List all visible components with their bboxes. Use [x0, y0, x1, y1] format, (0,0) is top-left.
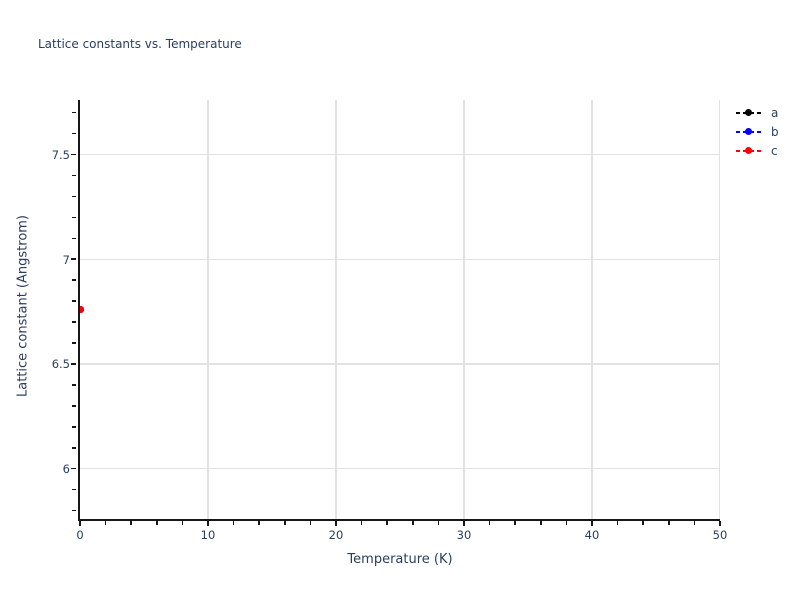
minor-tick-y-6.4	[72, 384, 76, 386]
legend-label-b: b	[771, 124, 779, 139]
gridline-x-10	[207, 100, 209, 519]
minor-tick-x-28	[437, 521, 440, 525]
gridline-x-30	[463, 100, 465, 519]
minor-tick-x-32	[488, 521, 491, 525]
tick-y-7	[71, 258, 76, 260]
minor-tick-x-34	[514, 521, 516, 525]
tick-y-6	[71, 467, 76, 470]
gridline-x-40	[591, 100, 593, 519]
minor-tick-y-6.9	[72, 279, 76, 281]
tick-x-0	[79, 521, 81, 526]
gridline-y-6	[80, 468, 720, 470]
minor-tick-y-5.9	[72, 488, 76, 491]
minor-tick-y-7.7	[72, 111, 76, 114]
legend-item-a[interactable]: a	[736, 103, 779, 122]
tick-x-40	[591, 521, 593, 526]
chart-title: Lattice constants vs. Temperature	[38, 37, 242, 51]
gridline-y-7.5	[80, 153, 720, 156]
minor-tick-x-24	[386, 521, 388, 525]
tick-y-6.5	[71, 363, 76, 365]
tick-label-y-6: 6	[62, 462, 70, 477]
gridline-x-20	[335, 100, 337, 519]
minor-tick-x-2	[104, 521, 107, 525]
plot-area[interactable]	[78, 100, 720, 521]
tick-y-7.5	[71, 153, 76, 156]
minor-tick-x-46	[668, 521, 670, 525]
tick-label-x-0: 0	[76, 528, 84, 542]
tick-x-10	[207, 521, 209, 526]
x-axis-title: Temperature (K)	[347, 552, 453, 567]
tick-x-30	[463, 521, 465, 526]
minor-tick-x-12	[232, 521, 235, 525]
legend-marker-icon	[745, 109, 752, 116]
minor-tick-y-6.8	[72, 300, 76, 302]
minor-tick-y-6.6	[72, 342, 76, 344]
tick-label-y-6.5: 6.5	[51, 357, 70, 372]
minor-tick-y-6.2	[72, 426, 76, 428]
tick-label-x-10: 10	[200, 528, 216, 542]
gridline-x-50	[719, 100, 720, 519]
legend-item-c[interactable]: c	[736, 141, 779, 160]
minor-tick-y-7.6	[72, 132, 76, 135]
data-point-c-0[interactable]	[80, 306, 84, 313]
minor-tick-x-4	[130, 521, 132, 525]
legend-sample-c	[736, 147, 761, 154]
tick-label-x-30: 30	[456, 528, 472, 542]
legend-label-c: c	[771, 143, 778, 158]
legend-sample-b	[736, 128, 761, 135]
minor-tick-x-42	[616, 521, 619, 525]
minor-tick-x-18	[309, 521, 312, 525]
minor-tick-y-7.3	[72, 195, 76, 198]
minor-tick-x-6	[156, 521, 158, 525]
minor-tick-x-48	[693, 521, 696, 525]
gridline-y-6.5	[80, 363, 720, 365]
minor-tick-y-7.2	[72, 216, 76, 219]
minor-tick-y-7.4	[72, 174, 76, 177]
gridline-y-7	[80, 258, 720, 260]
minor-tick-x-8	[181, 521, 184, 525]
minor-tick-y-7.1	[72, 237, 76, 240]
legend-marker-icon	[745, 128, 752, 135]
minor-tick-y-5.8	[72, 509, 76, 512]
legend-item-b[interactable]: b	[736, 122, 779, 141]
minor-tick-x-36	[540, 521, 542, 525]
minor-tick-y-6.3	[72, 405, 76, 407]
tick-label-x-50: 50	[712, 528, 728, 542]
y-axis-title: Lattice constant (Angstrom)	[15, 214, 31, 398]
legend-marker-icon	[745, 147, 752, 154]
minor-tick-x-26	[412, 521, 414, 525]
tick-label-x-40: 40	[584, 528, 600, 542]
minor-tick-x-16	[284, 521, 286, 525]
minor-tick-x-38	[565, 521, 568, 525]
minor-tick-x-44	[642, 521, 644, 525]
tick-label-y-7: 7	[62, 252, 70, 267]
tick-x-50	[719, 521, 721, 526]
legend-sample-a	[736, 109, 761, 116]
minor-tick-x-22	[360, 521, 363, 525]
tick-label-y-7.5: 7.5	[51, 147, 70, 162]
minor-tick-y-6.1	[72, 447, 76, 449]
legend-label-a: a	[771, 105, 779, 120]
tick-x-20	[335, 521, 337, 526]
minor-tick-y-6.7	[72, 321, 76, 323]
minor-tick-x-14	[258, 521, 260, 525]
tick-label-x-20: 20	[328, 528, 344, 542]
